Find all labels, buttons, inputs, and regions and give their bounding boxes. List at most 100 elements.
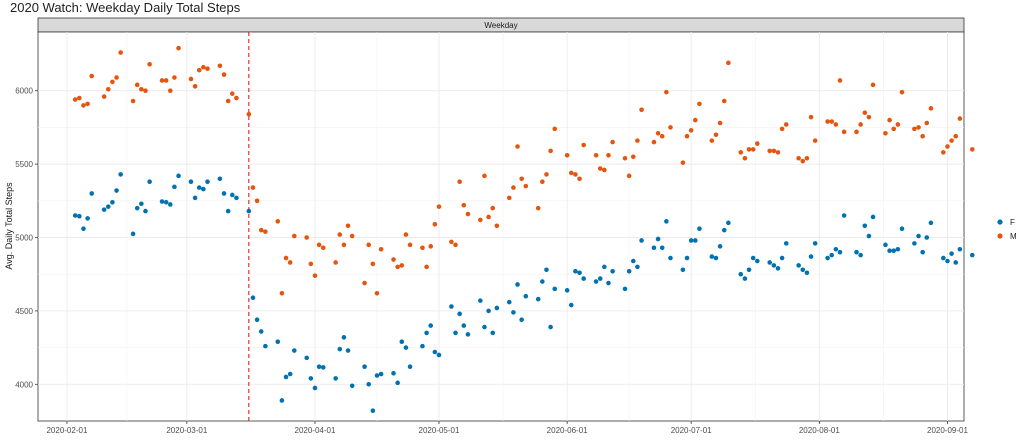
data-point-M	[755, 141, 760, 146]
data-point-F	[651, 245, 657, 251]
data-point-F	[85, 216, 90, 221]
data-point-F	[746, 267, 752, 273]
data-point-F	[308, 376, 314, 381]
data-point-F	[192, 195, 198, 201]
data-point-F	[279, 398, 285, 403]
data-point-M	[147, 61, 152, 67]
data-point-F	[523, 293, 529, 299]
data-point-F	[593, 279, 599, 284]
data-point-F	[89, 191, 95, 196]
data-point-M	[941, 150, 946, 155]
data-point-F	[568, 302, 574, 308]
data-point-F	[602, 264, 607, 270]
data-point-F	[738, 271, 744, 277]
data-point-M	[771, 148, 777, 154]
data-point-F	[292, 348, 297, 353]
data-point-F	[866, 233, 872, 239]
gridlines	[38, 32, 964, 421]
data-point-F	[891, 248, 897, 254]
data-point-M	[436, 204, 442, 209]
data-point-F	[449, 304, 454, 309]
data-point-M	[254, 198, 260, 204]
data-point-M	[333, 260, 338, 265]
data-point-M	[738, 150, 744, 155]
data-point-F	[312, 385, 318, 391]
data-point-F	[506, 299, 512, 305]
data-point-F	[362, 364, 367, 369]
data-point-M	[89, 73, 95, 79]
data-point-F	[833, 246, 839, 252]
data-point-M	[775, 150, 781, 155]
data-point-M	[593, 153, 599, 158]
data-point-F	[812, 241, 818, 246]
data-point-F	[250, 295, 256, 300]
data-point-F	[775, 266, 781, 271]
data-point-F	[172, 184, 177, 190]
data-point-M	[341, 242, 347, 248]
data-point-M	[366, 242, 372, 248]
data-point-F	[916, 233, 921, 239]
data-point-F	[692, 238, 698, 243]
data-point-M	[854, 129, 859, 135]
data-point-M	[312, 273, 318, 278]
data-point-M	[478, 217, 483, 223]
data-point-M	[924, 120, 930, 126]
data-point-F	[659, 245, 665, 251]
data-point-M	[399, 263, 405, 268]
data-point-M	[606, 153, 611, 158]
data-point-M	[883, 130, 888, 136]
data-point-F	[139, 201, 144, 207]
data-point-M	[201, 64, 206, 70]
data-point-F	[800, 267, 806, 273]
data-point-F	[548, 324, 553, 330]
data-point-F	[771, 263, 777, 268]
x-tick-label: 2020-03-01	[166, 426, 207, 435]
data-point-M	[217, 63, 223, 69]
data-point-F	[573, 268, 578, 274]
data-point-F	[453, 330, 458, 336]
data-point-M	[829, 119, 835, 124]
data-point-F	[837, 249, 843, 255]
legend: FM	[997, 218, 1017, 241]
data-point-F	[275, 339, 281, 345]
data-point-M	[697, 101, 702, 107]
data-point-M	[552, 126, 558, 132]
data-point-M	[833, 122, 839, 127]
data-point-F	[283, 374, 289, 380]
data-point-M	[945, 144, 950, 149]
data-point-M	[713, 132, 719, 138]
data-point-F	[606, 280, 611, 286]
data-point-F	[337, 346, 343, 352]
data-point-F	[829, 252, 835, 258]
data-point-M	[626, 173, 632, 179]
data-point-M	[246, 111, 252, 117]
data-point-F	[403, 345, 409, 350]
data-point-F	[630, 258, 636, 264]
data-point-M	[837, 78, 843, 83]
data-point-F	[486, 308, 491, 314]
data-point-F	[680, 267, 686, 273]
data-point-F	[635, 264, 640, 270]
data-point-F	[258, 329, 264, 334]
data-point-F	[664, 219, 669, 224]
data-point-F	[750, 255, 756, 261]
data-point-M	[283, 255, 289, 261]
data-point-F	[581, 276, 586, 281]
data-points	[72, 45, 975, 414]
data-point-F	[320, 365, 326, 370]
data-point-M	[143, 88, 148, 94]
data-point-F	[862, 223, 868, 229]
data-point-M	[308, 261, 314, 267]
data-point-M	[345, 223, 351, 229]
data-point-M	[899, 89, 905, 95]
data-point-M	[544, 172, 549, 177]
data-point-F	[899, 226, 905, 232]
data-point-M	[196, 67, 202, 73]
data-point-M	[891, 126, 897, 132]
data-point-M	[870, 82, 876, 88]
data-point-F	[341, 335, 347, 340]
data-point-M	[134, 82, 140, 88]
data-point-F	[114, 188, 119, 193]
data-point-M	[176, 45, 181, 51]
data-point-F	[420, 343, 425, 349]
